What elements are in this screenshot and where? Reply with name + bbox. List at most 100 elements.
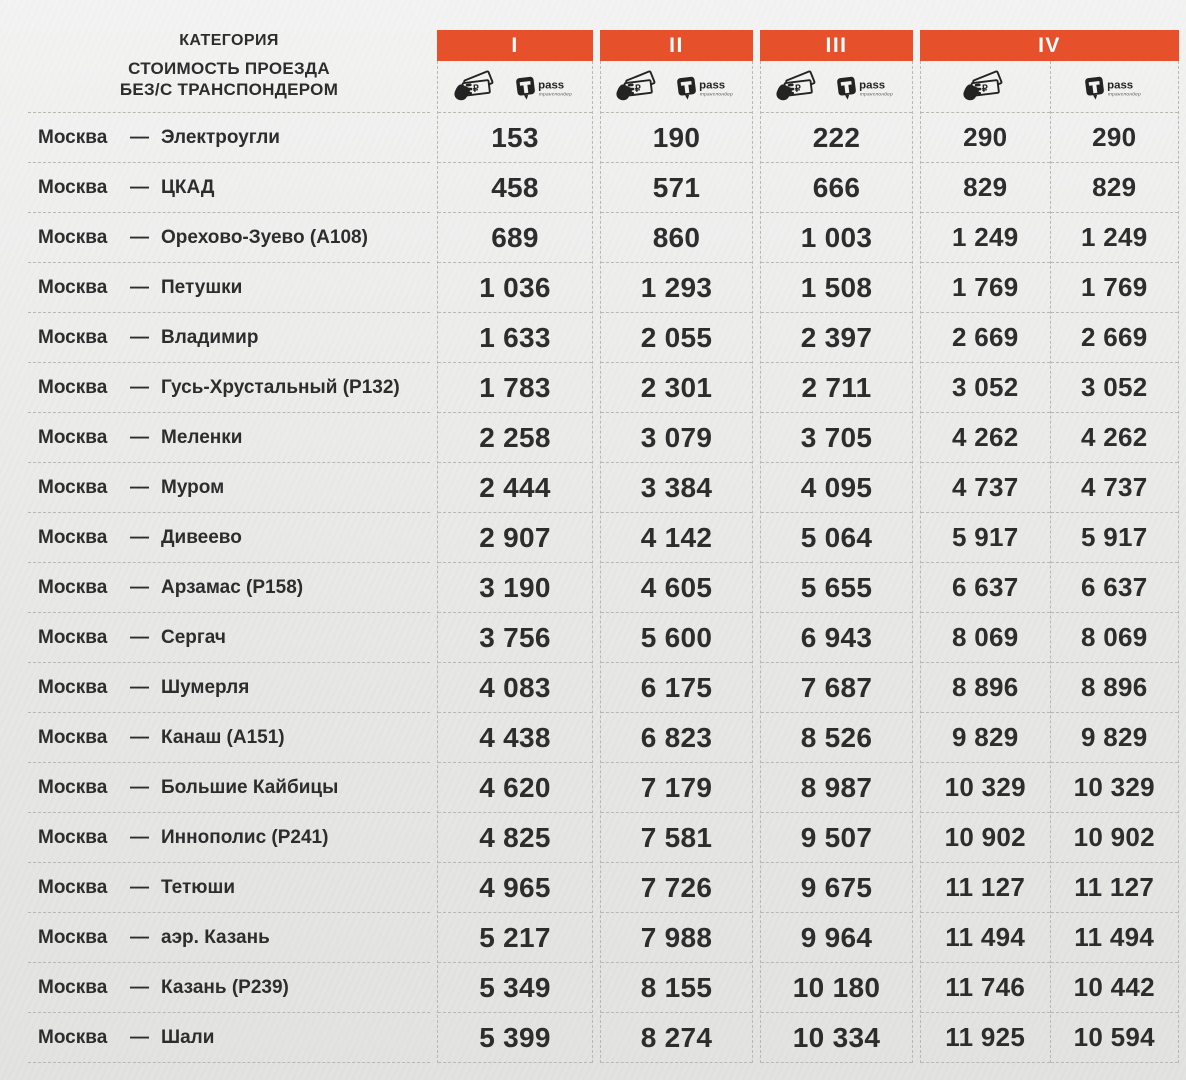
price-cell: 666 bbox=[761, 163, 912, 213]
route-destination: Шумерля bbox=[161, 676, 250, 698]
price-cell: 10 902 bbox=[1050, 813, 1178, 863]
route-origin: Москва bbox=[38, 726, 108, 748]
price-cell: 2 301 bbox=[601, 363, 752, 413]
price-heading-line2: БЕЗ/С ТРАНСПОНДЕРОМ bbox=[119, 79, 339, 99]
route-destination: Тетюши bbox=[161, 876, 236, 898]
price-cell: 4 825 bbox=[438, 813, 592, 863]
route-origin: Москва bbox=[38, 376, 108, 398]
price-cell: 2 669 bbox=[1050, 313, 1178, 363]
price-cell: 3 052 bbox=[921, 363, 1050, 413]
price-cell: 2 055 bbox=[601, 313, 752, 363]
price-cell: 4 438 bbox=[438, 713, 592, 763]
route-cell: Москва — Орехово-Зуево (А108) bbox=[28, 213, 430, 263]
route-dash: — bbox=[130, 826, 149, 848]
category-header-3: III bbox=[760, 30, 913, 61]
price-cell: 2 444 bbox=[438, 463, 592, 513]
price-column-3: 222 666 1 003 1 508 2 397 2 711 3 705 4 095 5 06… bbox=[761, 113, 912, 1063]
price-cell: 6 943 bbox=[761, 613, 912, 663]
route-destination: Казань (Р239) bbox=[161, 976, 289, 998]
tpass-brand-label: pass bbox=[538, 79, 564, 91]
price-cell: 10 594 bbox=[1050, 1013, 1178, 1063]
route-origin: Москва bbox=[38, 526, 108, 548]
price-cell: 5 655 bbox=[761, 563, 912, 613]
route-destination: Меленки bbox=[161, 426, 243, 448]
route-dash: — bbox=[130, 176, 149, 198]
route-origin: Москва bbox=[38, 426, 108, 448]
route-destination: Арзамас (Р158) bbox=[161, 576, 304, 598]
price-cell: 11 746 bbox=[921, 963, 1050, 1013]
ruble-symbol: ₽ bbox=[635, 83, 643, 95]
price-cell: 4 142 bbox=[601, 513, 752, 563]
tpass-transponder-icon: pass транспондер bbox=[1082, 71, 1146, 102]
price-cell: 11 127 bbox=[1050, 863, 1178, 913]
route-origin: Москва bbox=[38, 476, 108, 498]
tpass-sublabel: транспондер bbox=[539, 92, 572, 98]
price-cell: 4 605 bbox=[601, 563, 752, 613]
tpass-brand-label: pass bbox=[1107, 79, 1133, 91]
price-cell: 3 705 bbox=[761, 413, 912, 463]
tpass-transponder-icon: pass транспондер bbox=[674, 71, 738, 102]
price-cell: 4 620 bbox=[438, 763, 592, 813]
route-dash: — bbox=[130, 326, 149, 348]
price-cell: 3 190 bbox=[438, 563, 592, 613]
price-cell: 2 907 bbox=[438, 513, 592, 563]
price-cell: 5 600 bbox=[601, 613, 752, 663]
price-cell: 8 526 bbox=[761, 713, 912, 763]
price-cell: 2 258 bbox=[438, 413, 592, 463]
cash-payment-icon: ₽ bbox=[615, 70, 661, 103]
price-cell: 1 783 bbox=[438, 363, 592, 413]
route-dash: — bbox=[130, 526, 149, 548]
route-cell: Москва — аэр. Казань bbox=[28, 913, 430, 963]
route-dash: — bbox=[130, 576, 149, 598]
price-cell: 5 349 bbox=[438, 963, 592, 1013]
price-cell: 7 726 bbox=[601, 863, 752, 913]
price-cell: 3 756 bbox=[438, 613, 592, 663]
route-destination: аэр. Казань bbox=[161, 926, 270, 948]
price-cell: 8 069 bbox=[921, 613, 1050, 663]
price-cell: 6 823 bbox=[601, 713, 752, 763]
price-cell: 4 095 bbox=[761, 463, 912, 513]
price-cell: 1 249 bbox=[1050, 213, 1178, 263]
category-header-1: I bbox=[437, 30, 593, 61]
route-origin: Москва bbox=[38, 626, 108, 648]
route-origin: Москва bbox=[38, 576, 108, 598]
price-cell: 8 896 bbox=[1050, 663, 1178, 713]
price-cell: 2 669 bbox=[921, 313, 1050, 363]
price-cell: 6 637 bbox=[1050, 563, 1178, 613]
price-cell: 10 334 bbox=[761, 1013, 912, 1063]
route-cell: Москва — ЦКАД bbox=[28, 163, 430, 213]
price-cell: 5 917 bbox=[1050, 513, 1178, 563]
route-origin: Москва bbox=[38, 826, 108, 848]
price-cell: 10 180 bbox=[761, 963, 912, 1013]
category-header-2: II bbox=[600, 30, 753, 61]
route-origin: Москва bbox=[38, 776, 108, 798]
price-cell: 8 896 bbox=[921, 663, 1050, 713]
route-destination: Сергач bbox=[161, 626, 226, 648]
price-cell: 1 293 bbox=[601, 263, 752, 313]
route-destination: ЦКАД bbox=[161, 176, 215, 198]
tpass-transponder-icon: pass транспондер bbox=[834, 71, 898, 102]
route-column: КАТЕГОРИЯ СТОИМОСТЬ ПРОЕЗДА БЕЗ/С ТРАНСП… bbox=[28, 30, 430, 1063]
route-cell: Москва — Канаш (А151) bbox=[28, 713, 430, 763]
ruble-symbol: ₽ bbox=[473, 83, 481, 95]
ruble-symbol: ₽ bbox=[982, 83, 990, 95]
price-cell: 4 737 bbox=[921, 463, 1050, 513]
route-cell: Москва — Большие Кайбицы bbox=[28, 763, 430, 813]
category-header-4: IV bbox=[920, 30, 1179, 61]
table-header-left: КАТЕГОРИЯ СТОИМОСТЬ ПРОЕЗДА БЕЗ/С ТРАНСП… bbox=[28, 30, 430, 113]
price-cell: 2 711 bbox=[761, 363, 912, 413]
category-column-1: I ₽ bbox=[437, 30, 593, 1063]
price-cell: 5 917 bbox=[921, 513, 1050, 563]
price-cell: 458 bbox=[438, 163, 592, 213]
route-destination: Владимир bbox=[161, 326, 259, 348]
price-cell: 8 069 bbox=[1050, 613, 1178, 663]
price-cell: 1 633 bbox=[438, 313, 592, 363]
price-cell: 571 bbox=[601, 163, 752, 213]
route-origin: Москва bbox=[38, 126, 108, 148]
route-origin: Москва bbox=[38, 1026, 108, 1048]
price-cell: 6 175 bbox=[601, 663, 752, 713]
route-destination: Большие Кайбицы bbox=[161, 776, 339, 798]
price-heading-line1: СТОИМОСТЬ ПРОЕЗДА bbox=[128, 59, 330, 78]
price-cell: 860 bbox=[601, 213, 752, 263]
price-cell: 10 902 bbox=[921, 813, 1050, 863]
